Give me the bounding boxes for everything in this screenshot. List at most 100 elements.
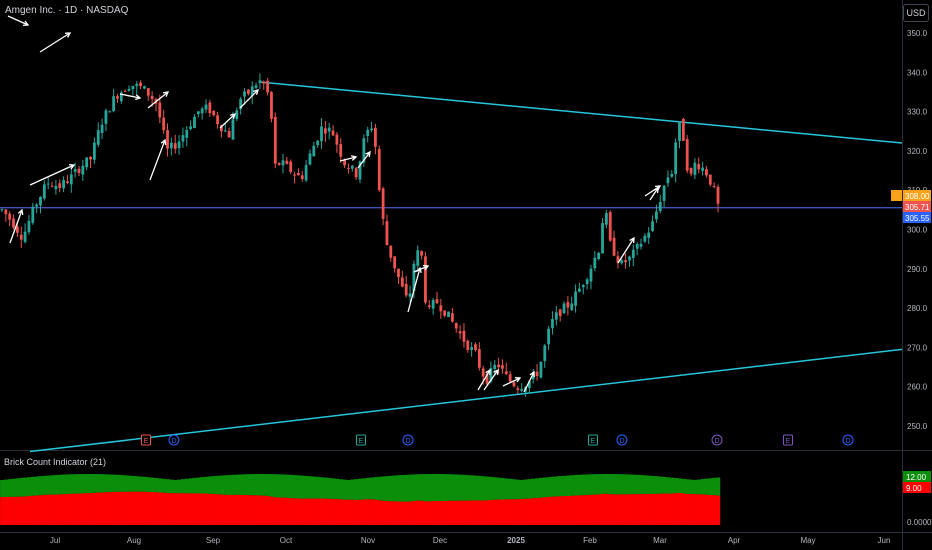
indicator-red-segment xyxy=(138,491,143,525)
indicator-green-segment xyxy=(500,478,505,500)
indicator-green-segment xyxy=(473,475,478,501)
indicator-bar xyxy=(512,479,517,525)
indicator-green-segment xyxy=(123,475,128,492)
candle-body xyxy=(551,319,554,329)
indicator-green-segment xyxy=(431,474,436,502)
indicator-green-segment xyxy=(196,477,201,494)
indicator-red-segment xyxy=(696,494,701,525)
candle xyxy=(631,244,635,267)
candle xyxy=(639,238,643,250)
indicator-red-segment xyxy=(269,496,274,525)
indicator-green-segment xyxy=(61,474,66,495)
indicator-bar xyxy=(354,479,359,525)
candle xyxy=(181,127,185,148)
indicator-bar xyxy=(612,474,617,525)
time-tick-label: Mar xyxy=(653,536,667,545)
indicator-green-segment xyxy=(15,478,20,497)
indicator-red-segment xyxy=(157,492,163,525)
candle-body xyxy=(427,305,431,308)
indicator-green-segment xyxy=(354,479,359,500)
candle xyxy=(554,306,558,326)
indicator-red-segment xyxy=(500,499,505,525)
candle xyxy=(431,297,435,315)
candle-body xyxy=(404,283,408,296)
candle-body xyxy=(531,372,535,380)
arrow-head xyxy=(485,368,491,376)
candle xyxy=(266,77,270,96)
candle-body xyxy=(212,110,216,116)
candle-body xyxy=(370,128,373,131)
indicator-level-box xyxy=(903,482,931,493)
indicator-bar xyxy=(388,475,394,525)
candle-body xyxy=(289,161,293,172)
indicator-bar xyxy=(700,479,705,525)
indicator-green-segment xyxy=(257,474,263,496)
indicator-red-segment xyxy=(531,498,536,525)
candle xyxy=(212,110,216,117)
indicator-green-segment xyxy=(269,474,274,497)
indicator-red-segment xyxy=(84,493,89,525)
candle xyxy=(662,184,666,208)
candle xyxy=(570,296,574,312)
price-axis: 250.0260.0270.0280.0290.0300.0310.0320.0… xyxy=(907,29,928,431)
candle xyxy=(716,184,720,213)
candle-body xyxy=(647,232,651,238)
arrow-shaft xyxy=(502,377,521,387)
candle xyxy=(354,166,358,181)
indicator-green-segment xyxy=(592,474,598,495)
indicator-red-segment xyxy=(685,493,690,525)
candle xyxy=(427,300,431,310)
arrow-shaft xyxy=(7,15,29,26)
indicator-green-segment xyxy=(308,476,313,499)
candle xyxy=(604,210,608,229)
candle-body xyxy=(477,349,481,368)
candle xyxy=(474,342,477,352)
time-axis: Jul Aug Sep Oct Nov Dec 2025 Feb Mar Apr May Jun xyxy=(50,536,891,545)
indicator-bar xyxy=(358,478,363,525)
indicator-green-segment xyxy=(562,475,567,497)
indicator-bar xyxy=(485,476,490,525)
arrow-shaft xyxy=(239,89,259,109)
indicator-red-segment xyxy=(104,492,109,525)
indicator-green-segment xyxy=(481,476,486,501)
candle-body xyxy=(85,157,89,168)
indicator-bar xyxy=(373,477,378,525)
indicator-red-segment xyxy=(3,496,9,525)
candle xyxy=(69,166,73,193)
indicator-green-segment xyxy=(700,479,705,495)
indicator-bar xyxy=(581,474,586,525)
indicator-bar xyxy=(257,474,263,525)
indicator-red-segment xyxy=(577,495,582,525)
candle-body xyxy=(108,111,112,113)
indicator-green-segment xyxy=(400,474,405,502)
arrow-head xyxy=(514,377,522,383)
price-label-orange: 308.00 xyxy=(903,190,931,201)
candle-body xyxy=(266,80,270,93)
indicator-bar xyxy=(350,479,355,525)
indicator-green-segment xyxy=(284,474,290,498)
indicator-red-segment xyxy=(581,495,586,525)
indicator-level-text: 12.00 xyxy=(906,473,927,482)
indicator-green-segment xyxy=(223,475,228,495)
price-tick-label: 260.0 xyxy=(907,383,928,392)
indicator-green-segment xyxy=(107,474,113,493)
indicator-bar xyxy=(465,475,471,525)
indicator-bar xyxy=(658,476,663,525)
indicator-red-segment xyxy=(231,494,236,525)
candle xyxy=(0,208,4,213)
indicator-green-segment xyxy=(80,474,86,494)
arrow-shaft xyxy=(523,371,535,393)
indicator-green-segment xyxy=(677,478,682,493)
arrow-head xyxy=(162,91,170,97)
indicator-green-segment xyxy=(585,474,590,496)
currency-button[interactable]: USD xyxy=(903,4,929,22)
indicator-bar xyxy=(177,479,182,525)
indicator-green-segment xyxy=(96,474,101,493)
indicator-bar xyxy=(458,474,463,525)
candle-body xyxy=(281,160,285,166)
indicator-bar xyxy=(608,474,613,525)
candle-body xyxy=(231,119,235,140)
candle-body xyxy=(389,245,393,258)
price-label-red: 305.71 xyxy=(903,201,931,212)
